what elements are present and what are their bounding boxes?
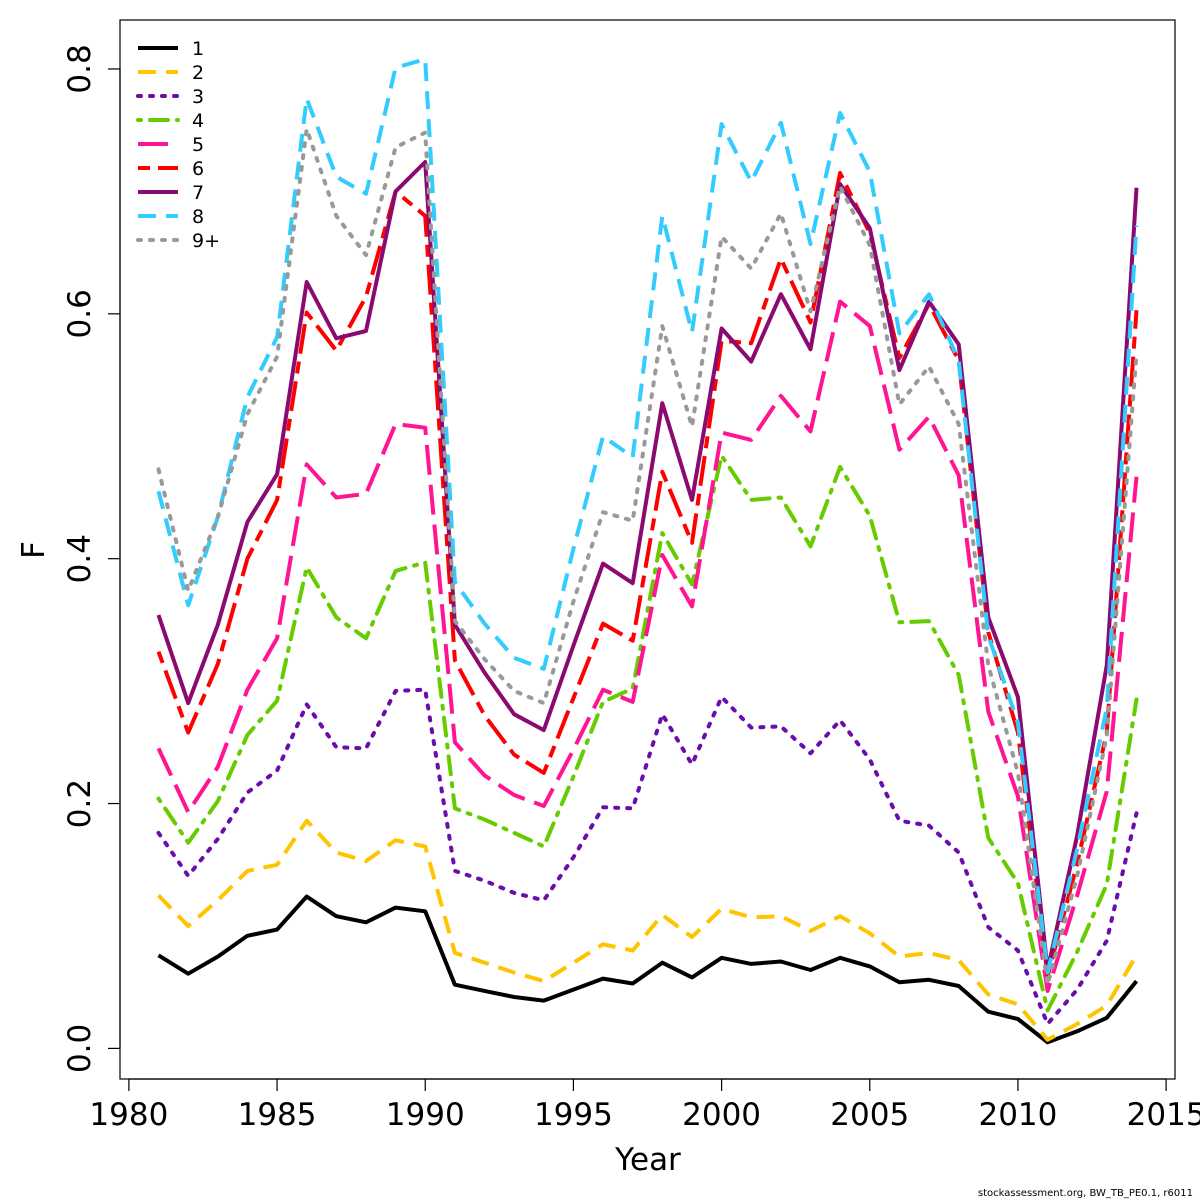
x-tick-label: 1990 — [386, 1097, 465, 1133]
x-tick-label: 2005 — [830, 1097, 909, 1133]
legend-label: 5 — [192, 134, 204, 156]
footer-credit: stockassessment.org, BW_TB_PE0.1, r6011 — [978, 1188, 1193, 1199]
legend-label: 1 — [192, 38, 204, 60]
series-line-3 — [156, 687, 1139, 1026]
series-layer — [156, 57, 1139, 1045]
y-tick-label: 0.2 — [62, 779, 98, 828]
series-line-8 — [156, 57, 1139, 975]
legend-label: 4 — [192, 110, 204, 132]
legend-label: 6 — [192, 158, 204, 180]
y-axis-title: F — [16, 541, 52, 559]
y-axis: 0.0 0.2 0.4 0.6 0.8 — [62, 44, 121, 1073]
x-tick-label: 1980 — [89, 1097, 168, 1133]
x-axis: 1980 1985 1990 1995 2000 2005 2010 2015 — [89, 1078, 1200, 1133]
legend-label: 2 — [192, 62, 204, 84]
y-tick-label: 0.8 — [62, 44, 98, 93]
x-tick-label: 2000 — [682, 1097, 761, 1133]
series-line-4 — [156, 453, 1139, 1013]
y-tick-label: 0.0 — [62, 1024, 98, 1073]
y-tick-label: 0.4 — [62, 534, 98, 583]
y-tick-label: 0.6 — [62, 289, 98, 338]
series-line-2 — [157, 818, 1139, 1042]
x-axis-title: Year — [614, 1142, 681, 1178]
x-tick-label: 2015 — [1127, 1097, 1200, 1133]
x-tick-label: 1985 — [238, 1097, 317, 1133]
legend-label: 8 — [192, 206, 204, 228]
x-tick-label: 2010 — [978, 1097, 1057, 1133]
series-line-5 — [156, 299, 1139, 993]
x-tick-label: 1995 — [534, 1097, 613, 1133]
series-line-9plus — [156, 127, 1139, 987]
series-line-1 — [157, 894, 1139, 1045]
legend-label: 9+ — [192, 230, 220, 252]
legend-label: 3 — [192, 86, 204, 108]
legend-label: 7 — [192, 182, 204, 204]
